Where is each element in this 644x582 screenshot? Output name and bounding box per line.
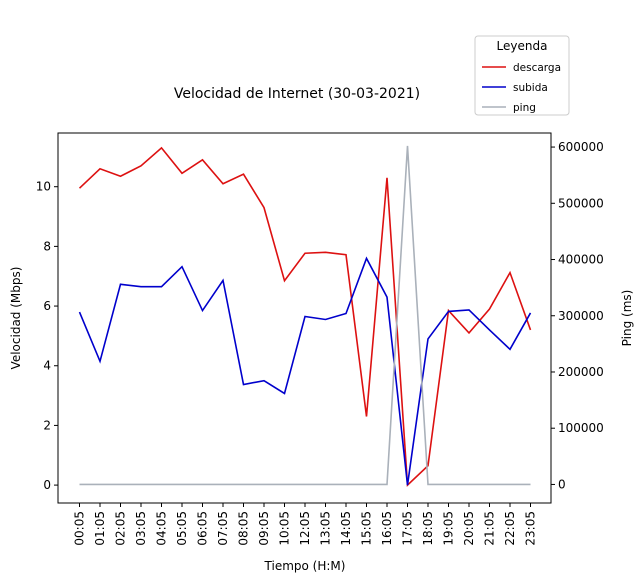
- chart-title: Velocidad de Internet (30-03-2021): [174, 86, 420, 102]
- x-axis: 00:05 01:05 02:05 03:05 04:05 05:05 06:05 07:05…: [73, 503, 538, 546]
- y-axis-left: 0 2 4 6 8 10: [36, 180, 58, 492]
- y2-tick-label: 0: [558, 477, 566, 491]
- x-tick-label: 01:05: [93, 511, 107, 546]
- y2-tick-label: 200000: [558, 365, 604, 379]
- x-tick-label: 22:05: [503, 511, 517, 546]
- series-line-descarga: [78, 146, 532, 487]
- x-tick-label: 05:05: [175, 511, 189, 546]
- y-tick-label: 0: [43, 478, 51, 492]
- legend-title: Leyenda: [497, 39, 548, 53]
- x-tick-label: 15:05: [360, 511, 374, 546]
- y2-tick-label: 100000: [558, 421, 604, 435]
- x-tick-label: 18:05: [421, 511, 435, 546]
- x-tick-label: 10:05: [278, 511, 292, 546]
- x-tick-label: 16:05: [380, 511, 394, 546]
- y-tick-label: 10: [36, 180, 51, 194]
- y-axis-right: 0 100000 200000 300000 400000 500000 600000: [551, 140, 604, 491]
- legend-label-subida: subida: [513, 82, 548, 94]
- y-tick-label: 4: [43, 359, 51, 373]
- series-line-subida: [78, 256, 532, 486]
- x-tick-label: 12:05: [298, 511, 312, 546]
- x-tick-label: 04:05: [155, 511, 169, 546]
- y-tick-label: 6: [43, 299, 51, 313]
- y2-tick-label: 300000: [558, 309, 604, 323]
- x-tick-label: 21:05: [483, 511, 497, 546]
- x-tick-label: 06:05: [196, 511, 210, 546]
- series-line-ping: [79, 145, 531, 486]
- y2-tick-label: 400000: [558, 253, 604, 267]
- x-tick-label: 00:05: [73, 511, 87, 546]
- legend-label-descarga: descarga: [513, 62, 561, 74]
- x-axis-label: Tiempo (H:M): [264, 559, 346, 573]
- x-tick-label: 19:05: [442, 511, 456, 546]
- y2-tick-label: 600000: [558, 140, 604, 154]
- x-tick-label: 14:05: [339, 511, 353, 546]
- x-tick-label: 03:05: [134, 511, 148, 546]
- y-tick-label: 8: [43, 239, 51, 253]
- legend: Leyenda descarga subida ping: [474, 35, 570, 116]
- y2-tick-label: 500000: [558, 196, 604, 210]
- legend-box: [474, 35, 570, 116]
- x-tick-label: 20:05: [462, 511, 476, 546]
- x-tick-label: 09:05: [257, 511, 271, 546]
- x-tick-label: 13:05: [319, 511, 333, 546]
- x-tick-label: 17:05: [401, 511, 415, 546]
- y-axis-label: Velocidad (Mbps): [9, 267, 23, 370]
- x-tick-label: 07:05: [216, 511, 230, 546]
- series-layer: [78, 145, 532, 487]
- x-tick-label: 23:05: [524, 511, 538, 546]
- x-tick-label: 02:05: [114, 511, 128, 546]
- y-tick-label: 2: [43, 418, 51, 432]
- x-tick-label: 08:05: [237, 511, 251, 546]
- y2-axis-label: Ping (ms): [620, 290, 634, 347]
- legend-label-ping: ping: [513, 102, 536, 114]
